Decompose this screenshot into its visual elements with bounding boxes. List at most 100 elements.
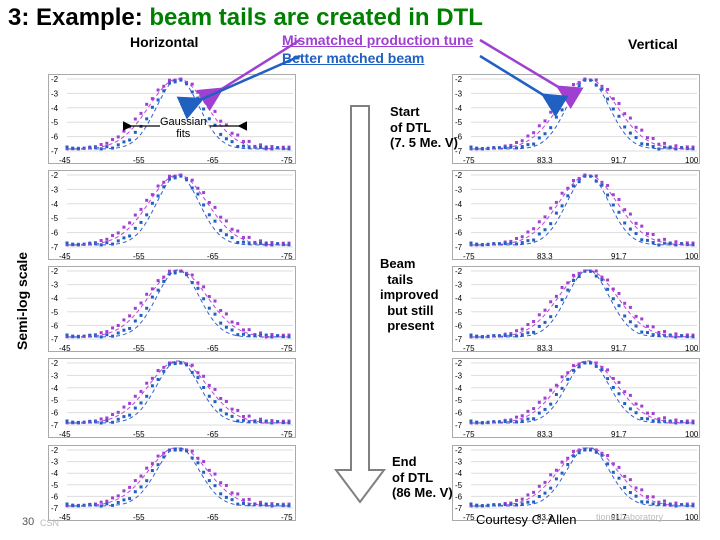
svg-text:-75: -75 — [281, 430, 293, 439]
chart-panel: -2-3-4-5-6-7-7583.391.7100 — [452, 74, 700, 164]
chart-panel: -2-3-4-5-6-7-7583.391.7100 — [452, 445, 700, 521]
svg-text:-45: -45 — [59, 513, 71, 522]
svg-text:-7: -7 — [455, 421, 463, 430]
svg-text:-2: -2 — [51, 446, 59, 455]
credit: Courtesy C. Allen — [476, 512, 576, 527]
svg-text:-3: -3 — [455, 281, 463, 290]
svg-text:91.7: 91.7 — [611, 430, 627, 439]
chart-panel: -2-3-4-5-6-7-7583.391.7100 — [452, 358, 700, 438]
svg-text:-5: -5 — [51, 481, 59, 490]
svg-text:100: 100 — [685, 252, 699, 261]
svg-text:-4: -4 — [51, 200, 59, 209]
annot-mid: Beam tails improved but still present — [380, 256, 439, 334]
slide-title: 3: Example: beam tails are created in DT… — [0, 0, 720, 36]
svg-text:-7: -7 — [51, 243, 59, 252]
svg-text:-6: -6 — [51, 133, 59, 142]
svg-text:-55: -55 — [133, 430, 145, 439]
svg-text:-75: -75 — [463, 252, 475, 261]
svg-text:-6: -6 — [51, 492, 59, 501]
chart-panel: -2 -3 -4 -5 -6 -7-75 83.3 91.7 100 — [452, 266, 700, 352]
title-prefix: 3: Example: — [8, 4, 149, 31]
svg-text:-6: -6 — [455, 229, 463, 238]
svg-text:-45: -45 — [59, 344, 71, 353]
label-horizontal: Horizontal — [130, 34, 198, 50]
svg-text:-4: -4 — [51, 469, 59, 478]
svg-text:-5: -5 — [51, 396, 59, 405]
svg-text:-45: -45 — [59, 156, 71, 165]
svg-text:-6: -6 — [455, 321, 463, 330]
svg-text:-2: -2 — [455, 446, 463, 455]
svg-text:-2: -2 — [455, 267, 463, 276]
svg-text:-45: -45 — [59, 430, 71, 439]
svg-text:-75: -75 — [281, 513, 293, 522]
svg-text:91.7: 91.7 — [611, 156, 627, 165]
svg-text:-5: -5 — [51, 308, 59, 317]
annot-start: Start of DTL (7. 5 Me. V) — [390, 104, 458, 151]
svg-text:-7: -7 — [51, 147, 59, 156]
svg-text:-75: -75 — [463, 156, 475, 165]
svg-text:-65: -65 — [207, 513, 219, 522]
svg-text:91.7: 91.7 — [611, 344, 627, 353]
svg-text:-2: -2 — [455, 359, 463, 368]
svg-text:-65: -65 — [207, 344, 219, 353]
svg-text:-75: -75 — [463, 344, 475, 353]
svg-text:-2: -2 — [51, 359, 59, 368]
svg-text:83.3: 83.3 — [537, 344, 553, 353]
chart-panel: -2-3-4-5-6-7-45-55-65-75 — [48, 358, 296, 438]
svg-text:-3: -3 — [51, 281, 59, 290]
svg-text:-6: -6 — [51, 409, 59, 418]
svg-text:-3: -3 — [455, 371, 463, 380]
ghost-right: tional Laboratory — [596, 512, 663, 522]
chart-panel: -2-3-4-5-6-7-7583.391.7100 — [452, 170, 700, 260]
svg-text:-65: -65 — [207, 156, 219, 165]
chart-panel: -2-3-4-5-6-7-45-55-65-75 — [48, 266, 296, 352]
svg-text:-7: -7 — [51, 335, 59, 344]
svg-text:-55: -55 — [133, 344, 145, 353]
y-axis-label: Semi-log scale — [14, 252, 30, 350]
label-vertical: Vertical — [628, 36, 678, 52]
svg-text:-5: -5 — [455, 396, 463, 405]
svg-text:-4: -4 — [455, 200, 463, 209]
annot-gaussian: Gaussian fits — [160, 116, 206, 140]
svg-text:-5: -5 — [455, 481, 463, 490]
svg-text:-2: -2 — [51, 75, 59, 84]
svg-text:-75: -75 — [463, 513, 475, 522]
svg-text:-4: -4 — [455, 294, 463, 303]
svg-text:100: 100 — [685, 344, 699, 353]
svg-text:-6: -6 — [455, 492, 463, 501]
svg-text:-2: -2 — [455, 75, 463, 84]
svg-text:-4: -4 — [51, 104, 59, 113]
svg-text:-7: -7 — [455, 335, 463, 344]
svg-text:83.3: 83.3 — [537, 430, 553, 439]
svg-text:83.3: 83.3 — [537, 156, 553, 165]
page-number: 30 — [22, 516, 34, 528]
svg-text:100: 100 — [685, 156, 699, 165]
svg-text:-7: -7 — [455, 243, 463, 252]
svg-text:-4: -4 — [455, 384, 463, 393]
svg-text:-75: -75 — [281, 252, 293, 261]
chart-panel: -2-3-4-5-6-7-45-55-65-75 — [48, 445, 296, 521]
svg-text:-7: -7 — [51, 504, 59, 513]
svg-text:100: 100 — [685, 513, 699, 522]
svg-text:-3: -3 — [51, 185, 59, 194]
annot-end: End of DTL (86 Me. V) — [392, 454, 453, 501]
svg-text:-5: -5 — [455, 308, 463, 317]
svg-text:-4: -4 — [51, 294, 59, 303]
legend-line1: Mismatched production tune — [282, 32, 473, 48]
svg-text:-55: -55 — [133, 252, 145, 261]
svg-text:-6: -6 — [455, 409, 463, 418]
svg-text:83.3: 83.3 — [537, 252, 553, 261]
svg-text:-3: -3 — [455, 458, 463, 467]
svg-text:100: 100 — [685, 430, 699, 439]
svg-text:-3: -3 — [51, 371, 59, 380]
svg-text:-2: -2 — [51, 267, 59, 276]
svg-text:-75: -75 — [281, 344, 293, 353]
svg-text:-5: -5 — [51, 214, 59, 223]
svg-text:-3: -3 — [455, 89, 463, 98]
svg-text:-3: -3 — [455, 185, 463, 194]
svg-text:-5: -5 — [51, 118, 59, 127]
svg-text:-3: -3 — [51, 89, 59, 98]
svg-text:-55: -55 — [133, 156, 145, 165]
svg-text:-5: -5 — [455, 214, 463, 223]
svg-text:-65: -65 — [207, 430, 219, 439]
